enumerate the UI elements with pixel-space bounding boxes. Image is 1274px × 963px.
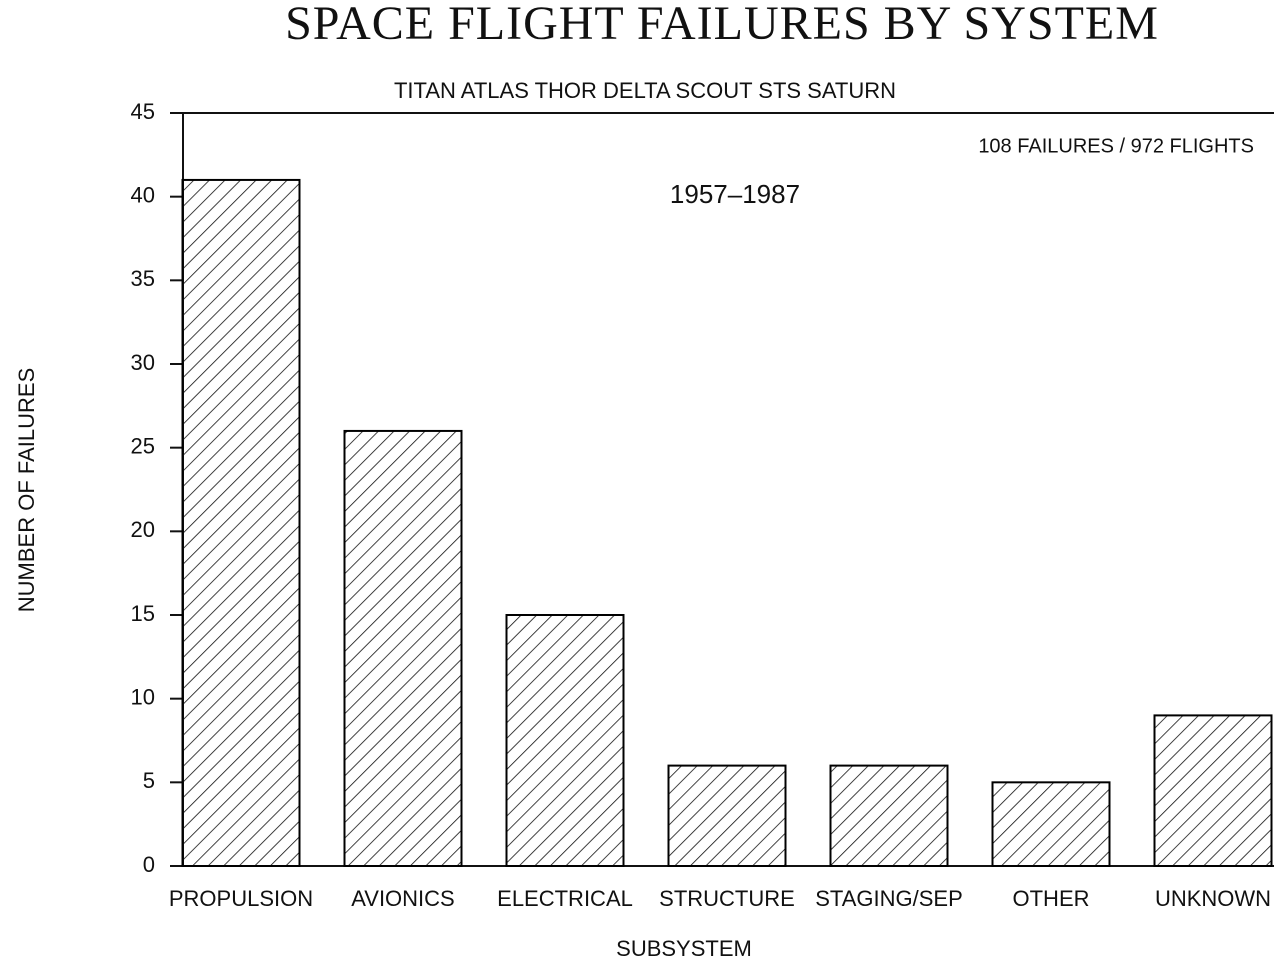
y-tick-label: 20	[131, 517, 155, 542]
bar	[1153, 714, 1273, 868]
bar	[829, 764, 949, 867]
y-axis-label: NUMBER OF FAILURES	[14, 368, 39, 612]
x-tick-label: OTHER	[1013, 886, 1090, 911]
x-tick-label: ELECTRICAL	[497, 886, 633, 911]
chart-title: SPACE FLIGHT FAILURES BY SYSTEM	[285, 0, 1159, 50]
x-tick-label: UNKNOWN	[1155, 886, 1271, 911]
x-tick-label: STRUCTURE	[659, 886, 795, 911]
bar	[991, 781, 1111, 867]
y-tick-label: 40	[131, 182, 155, 207]
x-axis-label: SUBSYSTEM	[616, 936, 752, 961]
annotation: 1957–1987	[670, 179, 800, 209]
annotation: 108 FAILURES / 972 FLIGHTS	[978, 135, 1254, 157]
bar	[667, 764, 787, 867]
x-tick-label: PROPULSION	[169, 886, 313, 911]
y-tick-label: 10	[131, 684, 155, 709]
y-tick-label: 5	[143, 768, 155, 793]
x-tick-label: AVIONICS	[351, 886, 455, 911]
bar	[343, 429, 463, 867]
y-tick-label: 0	[143, 852, 155, 877]
y-tick-label: 45	[131, 99, 155, 124]
y-tick-label: 15	[131, 601, 155, 626]
x-tick-label: STAGING/SEP	[815, 886, 963, 911]
bar	[505, 614, 625, 867]
bar	[181, 178, 301, 867]
y-tick-label: 35	[131, 266, 155, 291]
y-tick-label: 30	[131, 350, 155, 375]
y-tick-label: 25	[131, 433, 155, 458]
chart-subtitle: TITAN ATLAS THOR DELTA SCOUT STS SATURN	[394, 78, 896, 103]
